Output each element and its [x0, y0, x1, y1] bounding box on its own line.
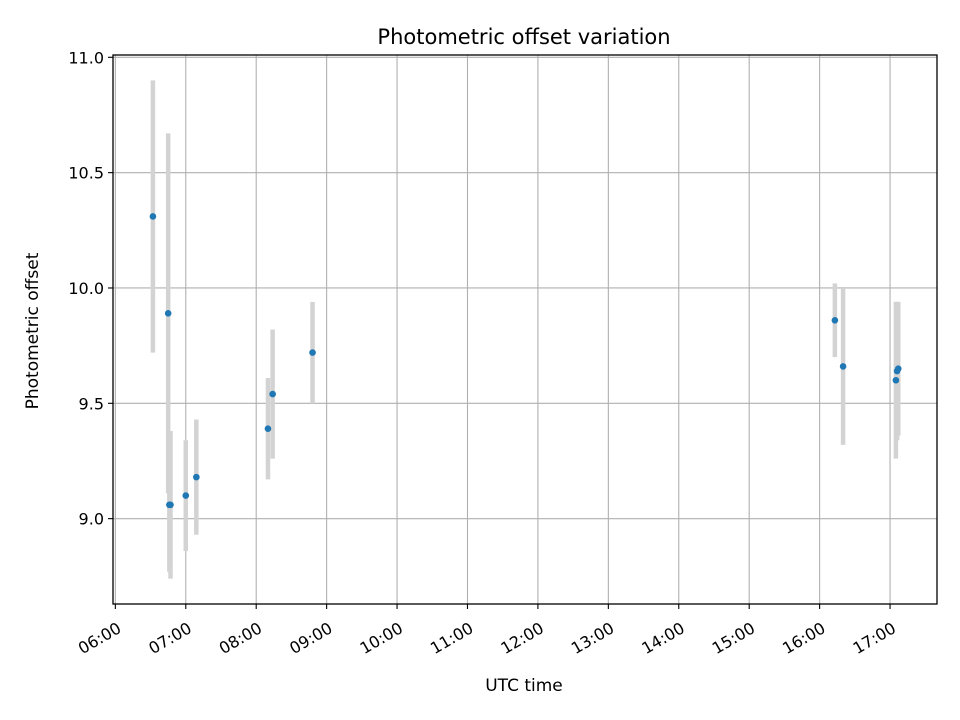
data-point [309, 349, 316, 356]
y-tick-label: 10.5 [68, 164, 104, 183]
data-point [831, 316, 839, 324]
y-tick-label: 9.5 [79, 394, 104, 413]
data-point [269, 390, 276, 398]
data-point [839, 363, 847, 370]
data-point [264, 425, 272, 432]
data-point [193, 473, 200, 481]
y-tick-label: 9.0 [79, 510, 104, 529]
data-point [892, 376, 900, 384]
data-point [149, 213, 157, 220]
grid [113, 55, 937, 604]
data-point [894, 365, 902, 373]
data-point [167, 501, 174, 509]
data-point [182, 492, 190, 499]
plot-frame [112, 54, 938, 605]
data-points [149, 213, 902, 509]
y-tick-label: 11.0 [68, 48, 104, 67]
x-axis-label: UTC time [485, 676, 563, 696]
chart-title: Photometric offset variation [377, 25, 670, 49]
y-tick-label: 10.0 [68, 279, 104, 298]
y-axis: 9.0 9.5 10.0 10.5 11.0 [68, 48, 113, 529]
data-point [164, 310, 172, 317]
y-axis-label: Photometric offset [23, 252, 43, 409]
